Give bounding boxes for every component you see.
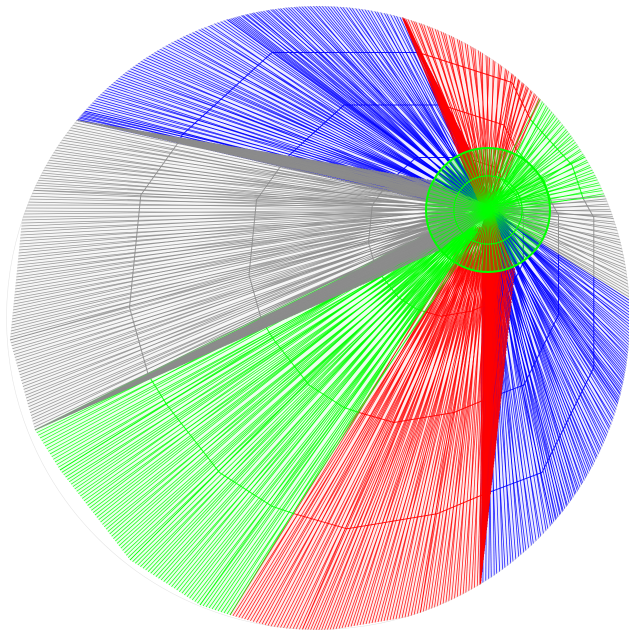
red-bottom-panel — [229, 208, 516, 630]
gray-left-panel — [9, 119, 491, 431]
ball-panels — [6, 6, 629, 630]
ball-outline — [6, 6, 629, 630]
green-cap — [425, 147, 551, 273]
